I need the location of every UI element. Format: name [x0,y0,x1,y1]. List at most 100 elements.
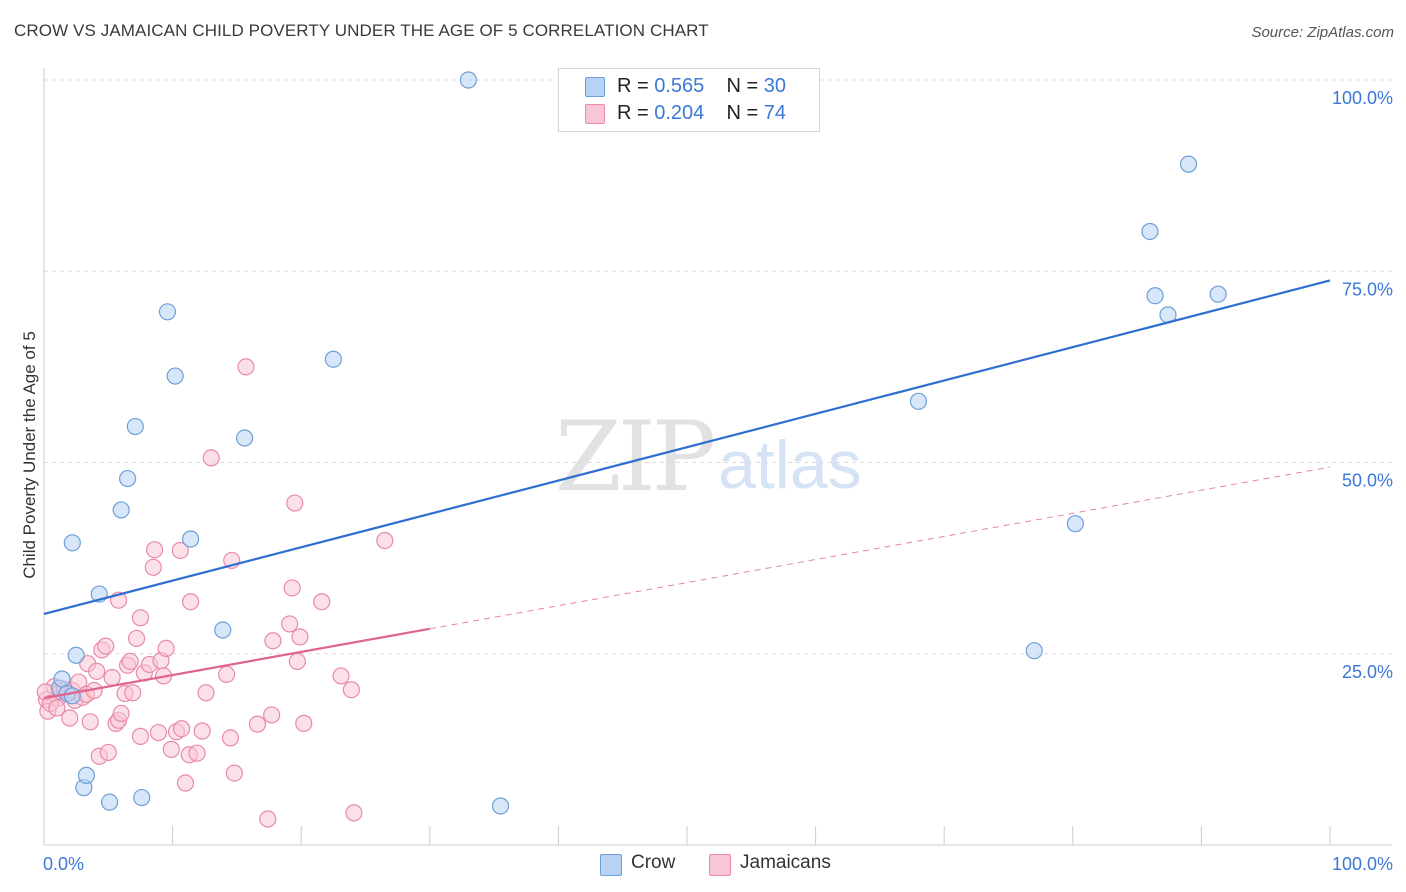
jamaicans-legend-label: Jamaicans [740,852,831,873]
crow-legend-swatch [600,854,622,876]
jamaicans-legend-swatch [709,854,731,876]
jamaicans-point [218,665,236,684]
jamaicans-point [259,810,277,828]
jamaicans-point [193,722,211,740]
crow-point [214,621,232,639]
jamaicans-point [291,628,309,646]
jamaicans-point [288,652,306,671]
crow-point [133,788,151,807]
watermark-zip: ZIP [555,401,714,513]
crow-point [1141,222,1159,241]
jamaicans-point [124,684,142,702]
jamaicans-point [221,729,240,747]
jamaicans-point [345,804,363,822]
jamaicans-trend-line-extrapolated [429,466,1331,630]
crow-point [236,429,254,447]
y-tick-label: 25.0% [1342,662,1393,682]
jamaicans-point [88,662,106,680]
crow-swatch [585,77,605,97]
legend-n-label: N = [726,75,759,97]
jamaicans-point [176,774,195,792]
y-tick-label: 75.0% [1342,279,1393,299]
jamaicans-point [131,609,150,627]
legend-r-value: 0.565 [654,75,705,97]
jamaicans-trend-line [43,627,430,700]
crow-point [909,392,928,410]
y-tick-label: 100.0% [1332,88,1393,108]
legend: R = 0.565 N = 30 R = 0.204 N = 74 [558,68,820,132]
jamaicans-point [281,615,299,633]
crow-point [1025,642,1043,660]
watermark-atlas: atlas [718,427,862,503]
y-tick-label: 50.0% [1342,471,1393,491]
jamaicans-point [313,593,331,611]
jamaicans-point [162,740,180,758]
legend-n-label: N = [726,102,759,124]
crow-point [182,530,200,548]
jamaicans-point [112,704,130,723]
source-credit: Source: ZipAtlas.com [1251,24,1394,41]
crow-point [324,350,342,368]
jamaicans-point [99,743,117,762]
jamaicans-point [286,494,304,512]
crow-point [491,797,510,815]
jamaicans-point [202,449,220,467]
jamaicans-point [157,639,175,657]
crow-point [77,766,96,784]
x-tick-label: 0.0% [43,854,84,874]
legend-r-value: 0.204 [654,102,705,124]
jamaicans-point [295,714,313,732]
jamaicans-point [149,723,168,742]
crow-point [118,469,137,488]
jamaicans-point [332,667,350,685]
jamaicans-point [61,709,79,727]
jamaicans-point [131,727,150,745]
crow-legend-label: Crow [631,852,676,873]
jamaicans-point [197,684,215,702]
crow-point [1066,515,1084,533]
jamaicans-point [127,629,146,648]
crow-point [63,687,81,705]
crow-point [63,534,81,552]
jamaicans-point [225,764,243,782]
jamaicans-point [283,579,301,597]
legend-n-value: 74 [763,102,787,124]
crow-point [1209,285,1227,303]
crow-point [1179,155,1198,173]
y-axis-label: Child Poverty Under the Age of 5 [20,331,39,579]
crow-point [166,367,184,385]
jamaicans-point [182,593,200,611]
jamaicans-point [188,744,206,762]
crow-point [1146,287,1164,305]
jamaicans-point [48,699,66,717]
jamaicans-point [248,715,267,733]
chart-title: CROW VS JAMAICAN CHILD POVERTY UNDER THE… [14,21,709,40]
jamaicans-point [103,668,121,687]
jamaicans-point [173,720,191,738]
jamaicans-point [171,541,189,560]
jamaicans-point [121,652,139,671]
crow-trend-line [43,279,1331,616]
crow-point [100,793,119,811]
legend-r-label: R = [617,102,649,124]
jamaicans-point [145,541,164,559]
x-tick-label: 100.0% [1332,854,1393,874]
crow-point [459,71,477,89]
crow-point [67,646,85,664]
jamaicans-point [97,637,115,655]
jamaicans-point [263,706,281,724]
crow-point [53,670,71,688]
jamaicans-point [144,558,162,576]
jamaicans-point [376,531,394,550]
crow-point [158,303,177,321]
jamaicans-point [237,358,255,376]
jamaicans-swatch [585,104,605,124]
jamaicans-point [81,713,99,731]
crow-point [126,417,144,436]
jamaicans-point [342,681,360,699]
jamaicans-point [264,632,282,650]
legend-n-value: 30 [763,75,787,97]
crow-point [112,501,130,519]
legend-r-label: R = [617,75,649,97]
